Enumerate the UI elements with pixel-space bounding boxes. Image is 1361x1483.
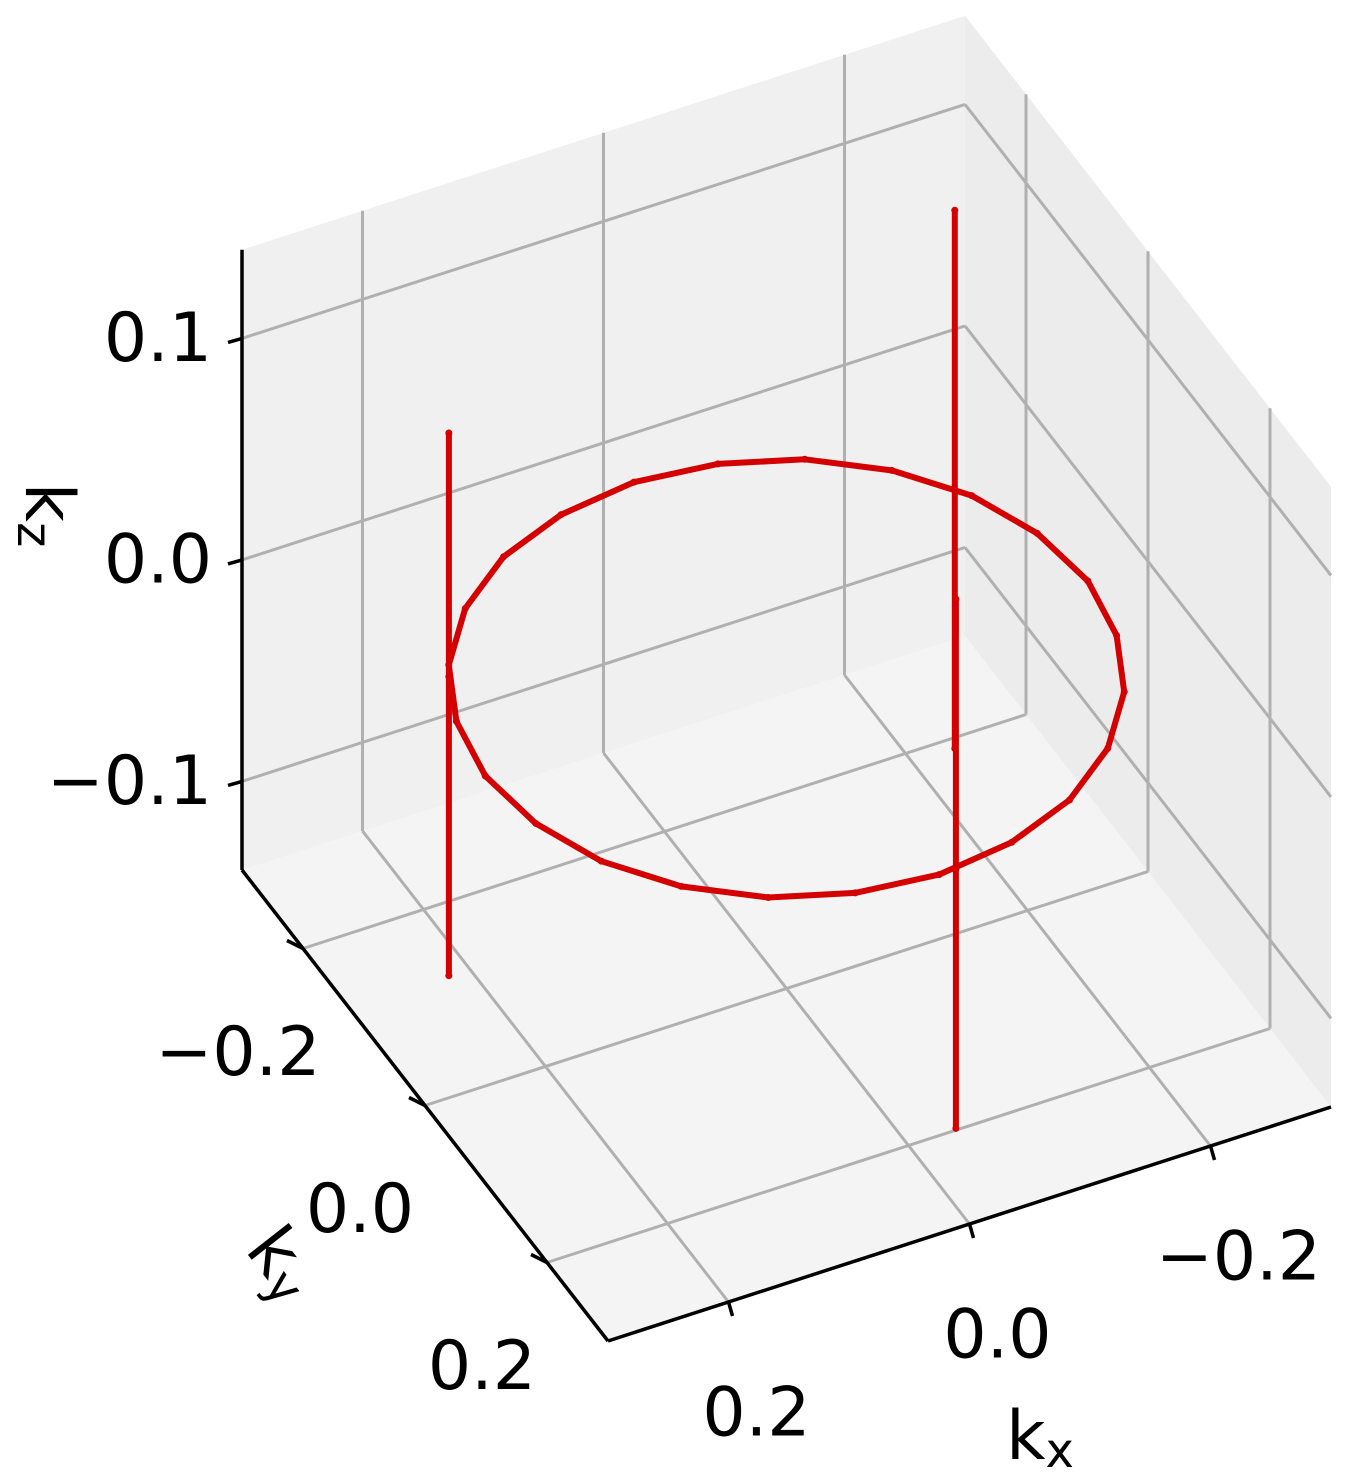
x-tick-mark xyxy=(726,1301,735,1317)
y-tick-label: 0.0 xyxy=(306,1170,414,1249)
data-point xyxy=(1120,688,1128,696)
y-tick-label: 0.2 xyxy=(428,1327,536,1406)
y-tick-mark xyxy=(408,1095,426,1108)
x-axis-label: kx xyxy=(1006,1397,1074,1479)
data-point xyxy=(714,460,722,468)
y-tick-mark xyxy=(286,938,304,951)
grid-line xyxy=(241,324,966,562)
x-tick-label: 0.2 xyxy=(702,1374,810,1453)
data-point xyxy=(1008,838,1016,846)
data-point xyxy=(968,492,976,500)
data-point xyxy=(1033,529,1041,537)
z-axis-label: kz xyxy=(6,483,88,548)
data-point xyxy=(452,717,460,725)
data-point xyxy=(952,865,960,873)
x-tick-label: 0.0 xyxy=(943,1296,1051,1375)
panes xyxy=(242,15,1331,1341)
data-point xyxy=(888,466,896,474)
data-point xyxy=(951,485,959,493)
z-tick-label: 0.0 xyxy=(104,520,212,599)
data-point xyxy=(851,889,859,897)
data-point xyxy=(935,871,943,879)
data-point xyxy=(677,882,685,890)
y-tick-mark xyxy=(530,1252,548,1265)
data-point xyxy=(630,478,638,486)
data-point xyxy=(557,511,565,519)
axes: −0.10.00.1−0.20.00.2−0.20.00.2 xyxy=(47,249,1332,1453)
data-point xyxy=(481,772,489,780)
data-point xyxy=(951,206,959,214)
data-point xyxy=(500,553,508,561)
data-point xyxy=(445,972,453,980)
z-tick-label: −0.1 xyxy=(47,742,212,821)
x-tick-mark xyxy=(1208,1145,1217,1161)
grid-line xyxy=(302,713,1027,950)
data-point xyxy=(445,673,453,681)
data-point xyxy=(597,857,605,865)
grid-line xyxy=(963,546,1333,1020)
y-tick-label: −0.2 xyxy=(155,1013,320,1092)
data-point xyxy=(1113,631,1121,639)
data-point xyxy=(952,1124,960,1132)
z-tick-mark xyxy=(227,558,243,566)
grid-line xyxy=(424,870,1149,1107)
data-point xyxy=(764,893,772,901)
grid-line xyxy=(241,102,966,340)
grid-line xyxy=(241,545,966,783)
data-point xyxy=(532,819,540,827)
data-point xyxy=(461,604,469,612)
z-tick-label: 0.1 xyxy=(104,299,212,378)
grid-line xyxy=(546,1027,1271,1264)
grid-line xyxy=(963,103,1333,577)
grid-line xyxy=(963,324,1333,798)
x-tick-mark xyxy=(967,1223,976,1239)
grid xyxy=(241,54,1333,1303)
data-point xyxy=(1065,796,1073,804)
z-tick-mark xyxy=(227,336,243,345)
data-point xyxy=(801,455,809,463)
data-point xyxy=(952,595,960,603)
data-point xyxy=(445,429,453,437)
z-tick-mark xyxy=(227,779,243,788)
data-point xyxy=(1084,577,1092,585)
data-point xyxy=(1104,744,1112,752)
x-tick-label: −0.2 xyxy=(1156,1218,1321,1297)
marks xyxy=(445,206,1128,1132)
